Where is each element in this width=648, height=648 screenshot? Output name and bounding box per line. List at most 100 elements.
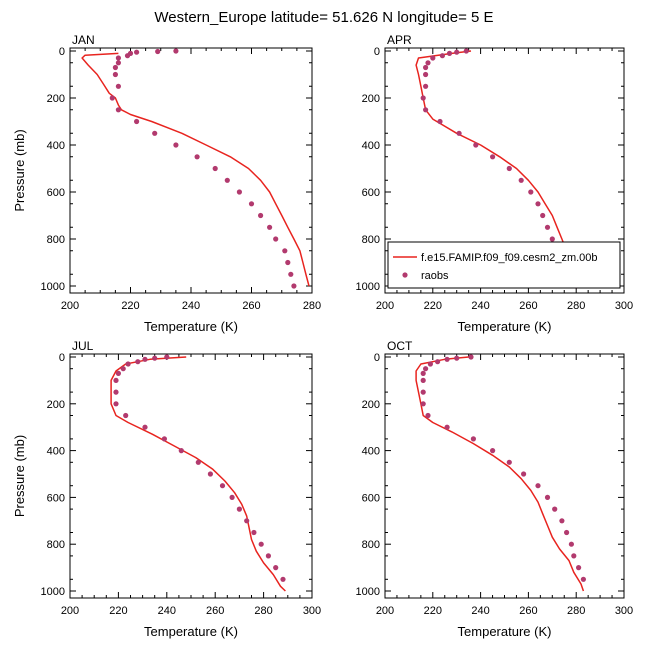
panel-label: OCT — [387, 339, 413, 353]
y-axis-label: Pressure (mb) — [12, 435, 27, 517]
x-tick-label: 220 — [424, 605, 442, 617]
obs-point — [568, 541, 575, 547]
panel-oct: OCT 200 220 240 260 280 300 0 200 400 600 800 1000 Te… — [356, 339, 634, 639]
y-tick-label: 600 — [362, 492, 380, 504]
obs-point — [285, 259, 291, 266]
obs-point — [273, 236, 279, 242]
y-tick-label: 800 — [47, 234, 65, 246]
obs-point — [115, 55, 121, 61]
x-tick-label: 240 — [471, 300, 489, 312]
y-tick-label: 1000 — [356, 281, 380, 293]
x-tick-label: 280 — [567, 605, 585, 617]
x-tick-label: 280 — [303, 300, 321, 312]
obs-point — [420, 377, 426, 383]
obs-point — [552, 506, 558, 512]
obs-point — [224, 177, 230, 183]
obs-point — [161, 436, 167, 442]
obs-point — [420, 95, 426, 101]
obs-point — [236, 506, 242, 512]
obs-point — [506, 165, 512, 172]
obs-point — [564, 529, 570, 536]
obs-point — [207, 471, 213, 477]
panel-label: APR — [387, 33, 412, 47]
plot-frame — [384, 353, 625, 599]
obs-point — [291, 283, 297, 289]
obs-point — [427, 361, 433, 367]
obs-point — [123, 412, 129, 419]
x-axis-label: Temperature (K) — [144, 624, 238, 639]
obs-point — [423, 71, 429, 78]
obs-point — [142, 424, 148, 430]
y-tick-label: 200 — [362, 399, 380, 411]
panel-label: JUL — [72, 339, 94, 353]
obs-point — [444, 424, 450, 430]
obs-point — [135, 359, 141, 365]
obs-point — [115, 107, 121, 113]
x-tick-label: 220 — [109, 605, 127, 617]
obs-point — [288, 271, 294, 277]
obs-point — [423, 366, 429, 372]
x-tick-label: 200 — [376, 300, 394, 312]
obs-point — [212, 165, 218, 172]
y-tick-label: 200 — [362, 93, 380, 105]
y-tick-label: 1000 — [41, 586, 65, 598]
obs-point — [430, 55, 436, 61]
legend-dot-swatch — [402, 272, 408, 278]
obs-point — [490, 154, 496, 160]
model-line — [415, 356, 585, 592]
obs-point — [420, 370, 426, 376]
x-axis-label: Temperature (K) — [144, 319, 238, 334]
y-tick-label: 400 — [362, 446, 380, 458]
obs-point — [549, 236, 555, 242]
panel-jan: JAN 200 220 240 260 280 0 200 400 600 800 1000 Tempe… — [12, 33, 321, 334]
obs-point — [109, 95, 115, 101]
obs-point — [195, 459, 201, 465]
obs-point — [280, 576, 286, 582]
obs-point — [152, 355, 158, 361]
x-tick-label: 200 — [61, 300, 79, 312]
obs-point — [113, 401, 119, 407]
obs-point — [258, 541, 264, 547]
x-axis-label: Temperature (K) — [458, 319, 552, 334]
y-tick-label: 0 — [59, 352, 65, 364]
obs-point — [152, 130, 158, 136]
obs-point — [439, 53, 445, 59]
legend-box — [387, 241, 621, 289]
panels: JAN 200 220 240 260 280 0 200 400 600 800 1000 Tempe… — [12, 33, 633, 639]
model-line — [110, 356, 286, 592]
obs-point — [248, 201, 255, 207]
obs-point — [265, 553, 271, 559]
obs-point — [535, 483, 541, 489]
obs-point — [435, 359, 441, 365]
obs-point — [134, 49, 140, 55]
panel-apr: APR 200 220 240 260 280 300 0 200 400 600 800 1000 Te… — [356, 33, 634, 334]
obs-point — [528, 189, 534, 195]
obs-point — [470, 436, 476, 442]
y-tick-label: 800 — [362, 234, 380, 246]
obs-point — [155, 48, 161, 55]
obs-point — [115, 83, 121, 89]
y-tick-label: 400 — [362, 140, 380, 152]
obs-point — [521, 471, 527, 477]
y-axis-label: Pressure (mb) — [12, 129, 27, 211]
x-tick-label: 200 — [376, 605, 394, 617]
obs-point — [425, 412, 431, 419]
obs-point — [112, 64, 118, 71]
obs-point — [194, 154, 200, 160]
legend-obs-label: raobs — [421, 270, 449, 282]
obs-point — [540, 212, 546, 219]
y-tick-label: 400 — [47, 446, 65, 458]
obs-point — [178, 448, 184, 454]
panel-jul: JUL 200 220 240 260 280 300 0 200 400 600 800 1000 Te… — [12, 339, 321, 639]
obs-point — [267, 224, 273, 230]
x-tick-label: 220 — [424, 300, 442, 312]
x-tick-label: 260 — [242, 300, 260, 312]
obs-point — [115, 60, 121, 66]
obs-point — [490, 448, 496, 454]
y-tick-label: 400 — [47, 140, 65, 152]
obs-point — [518, 177, 524, 183]
obs-point — [173, 142, 179, 148]
x-tick-label: 280 — [254, 605, 272, 617]
x-tick-label: 220 — [121, 300, 139, 312]
